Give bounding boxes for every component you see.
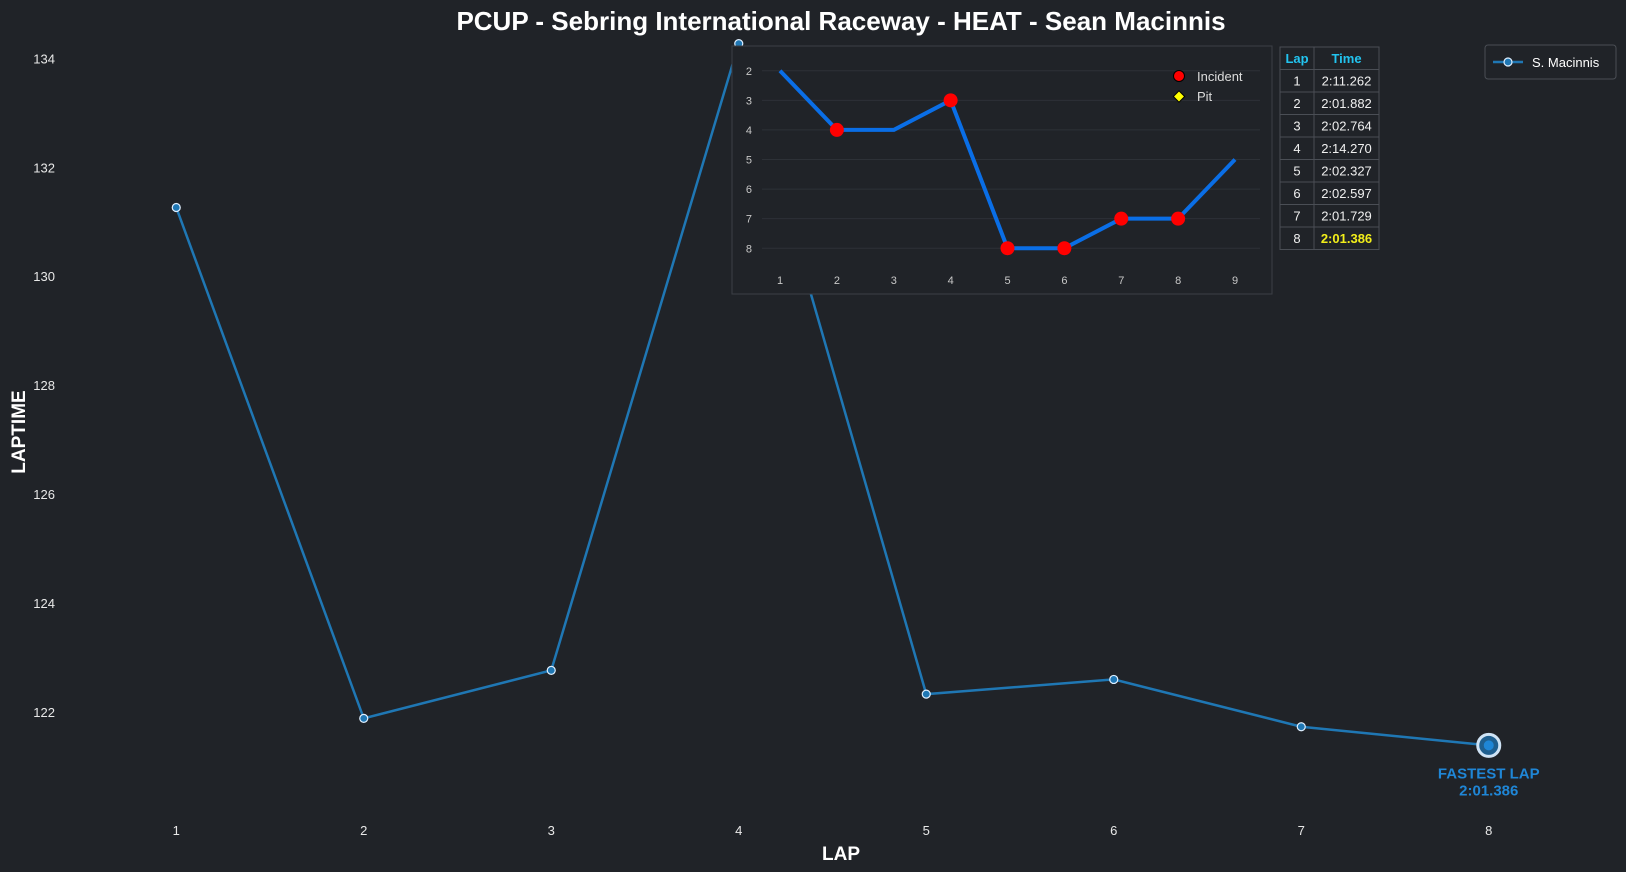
table-cell-time: 2:02.597 [1321,186,1372,201]
x-tick-label: 7 [1298,823,1305,838]
inset-x-tick: 9 [1232,275,1238,287]
inset-y-tick: 5 [746,155,752,167]
laptime-point [921,689,931,699]
incident-marker [1171,211,1186,226]
main-legend: S. Macinnis [1484,44,1617,80]
table-cell-lap: 5 [1293,164,1300,179]
table-cell-best-time: 2:01.386 [1321,231,1372,246]
inset-y-tick: 2 [746,66,752,78]
y-tick-label: 122 [33,705,55,720]
table-header-time: Time [1331,51,1361,66]
inset-x-tick: 6 [1061,275,1067,287]
x-tick-label: 2 [360,823,367,838]
chart-title: PCUP - Sebring International Raceway - H… [456,6,1225,36]
x-axis-label: LAP [822,844,860,865]
inset-x-tick: 2 [834,275,840,287]
fastest-lap-label: FASTEST LAP [1438,765,1540,782]
fastest-lap-time: 2:01.386 [1459,782,1518,799]
inset-x-tick: 4 [948,275,954,287]
inset-x-tick: 7 [1118,275,1124,287]
table-cell-lap: 3 [1293,119,1300,134]
laptime-point [546,665,556,675]
y-tick-label: 130 [33,269,55,284]
table-cell-lap: 2 [1293,96,1300,111]
table-cell-time: 2:11.262 [1322,74,1372,89]
x-tick-label: 5 [923,823,930,838]
table-cell-lap: 1 [1293,74,1300,89]
incident-legend-label: Incident [1197,69,1243,84]
incident-marker [1057,241,1072,256]
laptime-point [359,713,369,723]
inset-x-tick: 8 [1175,275,1181,287]
table-cell-time: 2:01.729 [1321,209,1372,224]
incident-marker [1114,211,1129,226]
table-cell-lap: 8 [1293,231,1300,246]
legend-marker [1503,57,1513,67]
inset-y-tick: 8 [746,243,752,255]
inset-y-tick: 7 [746,214,752,226]
inset-y-tick: 3 [746,95,752,107]
laptime-point [171,202,181,213]
y-tick-label: 128 [33,378,55,393]
table-frame [1279,46,1380,250]
inset-y-tick: 4 [746,125,752,137]
incident-marker [829,122,844,137]
inset-x-tick: 5 [1004,275,1010,287]
fastest-lap-dot [1483,740,1494,751]
pit-legend-marker [1172,90,1186,103]
x-tick-label: 3 [548,823,555,838]
x-tick-label: 4 [735,823,742,838]
table-cell-lap: 7 [1293,209,1300,224]
y-tick-label: 126 [33,487,55,502]
table-cell-lap: 6 [1293,186,1300,201]
table-cell-time: 2:02.764 [1321,119,1372,134]
inset-x-tick: 3 [891,275,897,287]
table-cell-lap: 4 [1293,141,1300,156]
x-tick-label: 1 [173,823,180,838]
legend-label: S. Macinnis [1532,55,1600,70]
table-cell-time: 2:01.882 [1321,96,1372,111]
y-tick-label: 124 [33,596,55,611]
y-axis-label: LAPTIME [9,390,30,473]
x-tick-label: 6 [1110,823,1117,838]
y-tick-label: 132 [33,160,55,175]
incident-legend-marker [1173,70,1185,82]
inset-frame [731,45,1273,295]
lap-table: Lap Time 1 2:11.262 2 2:01.882 3 2:02.764 4 2:14.… [1279,46,1380,250]
position-inset: 2 3 4 5 6 7 8 1 2 3 4 5 6 7 8 9 Incident Pit [731,45,1273,295]
table-cell-time: 2:14.270 [1321,141,1372,156]
legend-box [1484,44,1617,80]
table-header-lap: Lap [1285,51,1308,66]
y-tick-label: 134 [33,51,55,66]
inset-x-tick: 1 [777,275,783,287]
x-tick-label: 8 [1485,823,1492,838]
inset-y-tick: 6 [746,184,752,196]
incident-marker [1000,241,1015,256]
laptime-point [1296,722,1306,732]
pit-legend-label: Pit [1197,89,1213,104]
laptime-point [1109,674,1119,685]
incident-marker [943,93,958,108]
laptime-line [175,39,1489,747]
table-cell-time: 2:02.327 [1321,164,1372,179]
